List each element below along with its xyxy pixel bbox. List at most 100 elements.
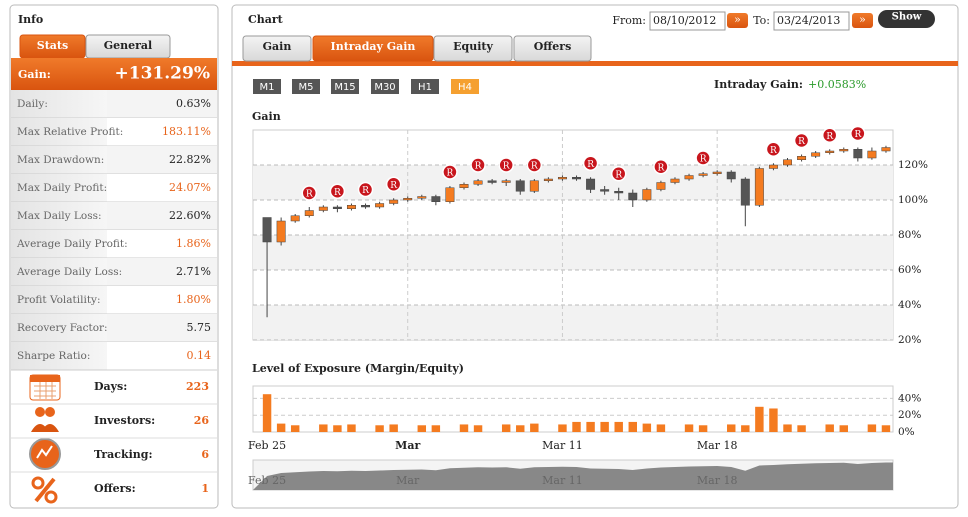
exposure-bar [586, 421, 595, 432]
candle-body [487, 180, 497, 183]
info-tab-label: Stats [37, 39, 68, 52]
candle-body [543, 178, 553, 181]
timeframe-button[interactable] [371, 79, 399, 94]
stat-label-cell [11, 146, 107, 174]
trade-marker-label: R [798, 137, 805, 147]
trade-marker-label: R [615, 170, 622, 180]
grid-band [253, 165, 893, 200]
timeframe-button[interactable] [411, 79, 439, 94]
icon-offers [31, 476, 58, 504]
from-value: 08/10/2012 [653, 14, 716, 27]
candle-body [642, 189, 652, 201]
y-tick-label: 60% [898, 264, 921, 276]
candle-body [656, 182, 666, 190]
trade-marker[interactable] [850, 125, 866, 142]
exposure-bar [741, 425, 750, 432]
exposure-bar [769, 408, 778, 432]
candle-body [459, 184, 469, 188]
stat-label-cell [11, 174, 107, 202]
timeframe-button[interactable] [451, 79, 479, 94]
trade-marker[interactable] [821, 127, 838, 143]
stat-label-cell [11, 230, 107, 258]
trade-marker[interactable] [695, 150, 711, 166]
from-go-label: » [734, 13, 741, 26]
timeframe-label: M15 [334, 82, 355, 93]
item-label: Offers: [94, 482, 136, 495]
trade-marker-label: R [475, 162, 482, 172]
stat-label-cell [11, 342, 107, 370]
to-go-button[interactable] [852, 13, 873, 28]
candle-body [431, 196, 441, 202]
trade-marker[interactable] [442, 164, 458, 180]
candle-body [586, 178, 596, 190]
trade-marker[interactable] [301, 185, 318, 201]
timeframe-label: H4 [458, 82, 472, 93]
chart-tab[interactable] [242, 35, 312, 62]
exposure-bar [530, 423, 539, 432]
exposure-bar [698, 425, 708, 432]
trade-marker[interactable] [498, 157, 514, 173]
exposure-bar [347, 424, 356, 432]
from-input[interactable] [649, 11, 726, 31]
trade-marker-label: R [587, 160, 594, 170]
exposure-bar [473, 425, 483, 432]
trade-marker[interactable] [793, 132, 810, 149]
candle-body [572, 177, 581, 180]
gain-chart-title: Gain [252, 110, 281, 123]
exposure-bar [516, 425, 525, 432]
navigator-label: Mar 18 [697, 474, 738, 487]
stat-label: Average Daily Loss: [16, 266, 122, 278]
to-input[interactable] [773, 11, 850, 31]
candle-body [276, 220, 286, 243]
stat-label: Daily: [17, 98, 48, 110]
stat-value: 1.86% [176, 237, 211, 250]
candle-body [473, 180, 483, 185]
trade-marker[interactable] [653, 159, 669, 175]
chart-tab[interactable] [312, 35, 434, 62]
timeframe-button[interactable] [253, 79, 281, 94]
candle-body [754, 168, 764, 206]
exposure-bar [333, 425, 342, 432]
x-tick-label: Mar 18 [697, 439, 738, 452]
timeframe-button[interactable] [331, 79, 359, 94]
show-label: Show [892, 12, 922, 23]
icon-investors [31, 407, 59, 432]
trade-marker[interactable] [610, 166, 627, 182]
timeframe-button[interactable] [292, 79, 320, 94]
trade-marker[interactable] [329, 183, 346, 199]
candle-body [825, 150, 835, 153]
item-value: 1 [201, 482, 209, 495]
from-go-button[interactable] [727, 13, 748, 28]
trade-marker-label: R [503, 162, 510, 172]
trade-marker[interactable] [357, 181, 374, 198]
candle-body [501, 180, 511, 183]
chart-tab[interactable] [513, 35, 592, 62]
trade-marker[interactable] [582, 155, 599, 171]
exposure-bar [881, 425, 891, 432]
trade-marker[interactable] [385, 176, 402, 192]
navigator-label: Mar 11 [542, 474, 583, 487]
item-value: 6 [201, 448, 209, 461]
exposure-bar [558, 424, 567, 432]
y-tick-label: 20% [898, 334, 921, 346]
timeframe-label: H1 [418, 82, 432, 93]
trade-marker[interactable] [470, 157, 486, 173]
navigator-label: Mar [396, 474, 420, 487]
y-tick-label: 40% [898, 392, 921, 404]
stat-label: Max Daily Profit: [17, 182, 107, 194]
trade-marker[interactable] [526, 157, 543, 173]
y-tick-label: 20% [898, 409, 921, 421]
exposure-bar [797, 425, 806, 432]
grid-band [253, 305, 893, 340]
trade-marker[interactable] [765, 141, 782, 157]
exposure-bar [319, 424, 328, 432]
show-button[interactable] [878, 10, 935, 28]
candle-body [290, 215, 300, 222]
chart-tab[interactable] [433, 35, 513, 62]
exposure-bar [684, 424, 694, 432]
exposure-bar [600, 421, 609, 432]
candle-body [445, 187, 455, 202]
stat-value: 183.11% [162, 125, 211, 138]
